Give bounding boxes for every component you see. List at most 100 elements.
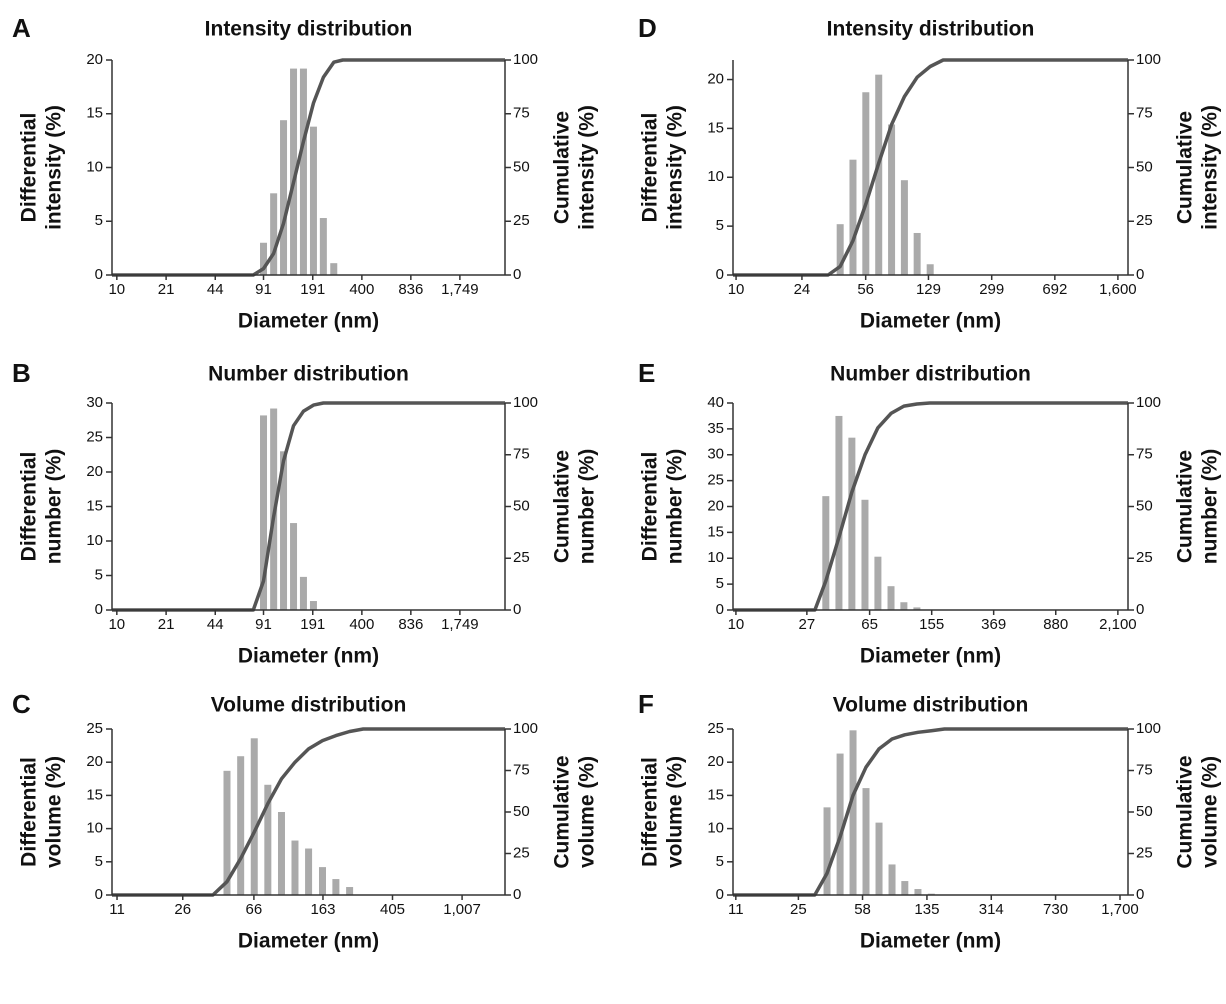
bar [875, 74, 883, 275]
bar [290, 68, 298, 275]
y2-tick-label: 50 [513, 803, 530, 820]
chart-title: Intensity distribution [205, 18, 413, 41]
bar [280, 451, 288, 610]
y2-tick-label: 0 [513, 266, 521, 283]
y2-tick-label: 75 [1136, 446, 1153, 463]
bar [291, 840, 299, 895]
y-axis-label: intensity (%) [664, 105, 687, 230]
y-tick-label: 15 [86, 786, 103, 803]
y2-axis-label: Cumulative [1174, 450, 1197, 563]
x-tick-label: 1,749 [441, 616, 479, 633]
x-axis-label: Diameter (nm) [238, 930, 379, 953]
cumulative-line [733, 401, 1128, 612]
y-tick-label: 25 [86, 428, 103, 445]
y-tick-label: 0 [716, 266, 724, 283]
cumulative-line [112, 727, 505, 897]
x-tick-label: 369 [981, 616, 1006, 633]
panel-letter: E [638, 358, 655, 388]
x-tick-label: 10 [108, 616, 125, 633]
y2-tick-label: 25 [1136, 212, 1153, 229]
y-tick-label: 25 [707, 472, 724, 489]
y2-tick-label: 100 [513, 394, 538, 411]
y2-tick-label: 0 [1136, 601, 1144, 618]
bar [309, 601, 317, 610]
bar [260, 242, 268, 275]
x-tick-label: 880 [1043, 616, 1068, 633]
x-tick-label: 11 [728, 901, 744, 918]
y-tick-label: 5 [716, 853, 724, 870]
y-axis-label: number (%) [43, 449, 66, 565]
x-tick-label: 44 [207, 616, 224, 633]
x-tick-label: 129 [916, 281, 941, 298]
x-tick-label: 836 [398, 616, 423, 633]
panel-letter: A [12, 13, 31, 43]
bar [823, 807, 831, 895]
bar [237, 756, 245, 895]
x-tick-label: 191 [300, 281, 325, 298]
bar [332, 879, 340, 895]
y2-axis-label: intensity (%) [576, 105, 599, 230]
y2-tick-label: 75 [513, 105, 530, 122]
bar [874, 556, 882, 610]
y2-tick-label: 100 [513, 51, 538, 68]
y-tick-label: 10 [707, 820, 724, 837]
y-tick-label: 10 [86, 820, 103, 837]
y-tick-label: 5 [716, 217, 724, 234]
panel-letter: C [12, 689, 31, 719]
y-tick-label: 5 [95, 853, 103, 870]
x-axis-label: Diameter (nm) [860, 645, 1001, 668]
panel-letter: F [638, 689, 654, 719]
y-tick-label: 10 [707, 168, 724, 185]
x-tick-label: 91 [255, 616, 272, 633]
chart-title: Number distribution [208, 363, 409, 386]
y-tick-label: 15 [707, 523, 724, 540]
x-tick-label: 27 [799, 616, 816, 633]
chart-title: Intensity distribution [827, 18, 1035, 41]
bar [888, 124, 896, 275]
bar [223, 770, 231, 895]
bar [861, 499, 869, 610]
y-axis-label: Differential [18, 452, 41, 562]
x-tick-label: 66 [246, 901, 263, 918]
bar [319, 218, 327, 275]
y2-axis-label: intensity (%) [1199, 105, 1222, 230]
y2-tick-label: 25 [1136, 549, 1153, 566]
x-axis-label: Diameter (nm) [860, 930, 1001, 953]
bar [270, 193, 278, 275]
bar [250, 738, 258, 895]
bar [888, 864, 896, 895]
x-tick-label: 91 [255, 281, 272, 298]
y-axis-label: Differential [639, 757, 662, 867]
y-axis-label: Differential [18, 113, 41, 223]
y-tick-label: 35 [707, 420, 724, 437]
bar [913, 607, 921, 610]
x-tick-label: 314 [979, 901, 1004, 918]
y-axis-label: number (%) [664, 449, 687, 565]
y2-tick-label: 75 [513, 446, 530, 463]
x-tick-label: 400 [349, 616, 374, 633]
y-tick-label: 10 [86, 158, 103, 175]
x-axis-label: Diameter (nm) [238, 645, 379, 668]
x-tick-label: 1,700 [1101, 901, 1139, 918]
y2-axis-label: Cumulative [551, 111, 574, 224]
bar [822, 496, 830, 610]
x-tick-label: 155 [919, 616, 944, 633]
bar [862, 788, 870, 895]
y-tick-label: 15 [707, 119, 724, 136]
y-tick-label: 30 [86, 394, 103, 411]
y2-tick-label: 100 [513, 720, 538, 737]
y-tick-label: 0 [95, 886, 103, 903]
y2-tick-label: 0 [513, 601, 521, 618]
y2-tick-label: 50 [513, 158, 530, 175]
chart-title: Volume distribution [833, 694, 1029, 717]
x-axis-label: Diameter (nm) [860, 310, 1001, 333]
bar [835, 415, 843, 610]
y-tick-label: 20 [86, 463, 103, 480]
y-tick-label: 10 [707, 549, 724, 566]
y2-tick-label: 25 [513, 844, 530, 861]
y2-tick-label: 25 [513, 549, 530, 566]
bar [875, 822, 883, 895]
y-tick-label: 0 [716, 886, 724, 903]
y2-axis-label: volume (%) [576, 756, 599, 868]
